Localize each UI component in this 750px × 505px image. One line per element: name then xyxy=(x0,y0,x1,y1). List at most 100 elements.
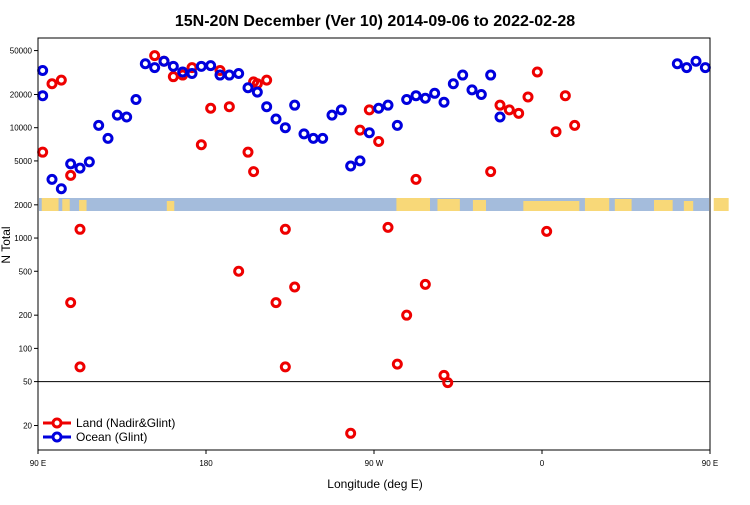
y-axis-label: N Total xyxy=(0,226,13,263)
land-point xyxy=(270,297,282,309)
ocean-point xyxy=(457,69,469,81)
x-tick-label: 0 xyxy=(540,459,545,468)
land-point xyxy=(195,139,207,151)
ocean-point xyxy=(326,109,338,121)
ocean-point xyxy=(139,58,151,70)
ocean-point xyxy=(195,60,207,72)
map-land-patch xyxy=(713,198,729,211)
land-point xyxy=(513,107,525,119)
land-point xyxy=(442,377,454,389)
land-point xyxy=(279,361,291,373)
ocean-point xyxy=(158,55,170,67)
chart-title: 15N-20N December (Ver 10) 2014-09-06 to … xyxy=(175,13,575,30)
ocean-point xyxy=(382,99,394,111)
ocean-point xyxy=(354,155,366,167)
ocean-point xyxy=(121,111,133,123)
land-point xyxy=(363,104,375,116)
ocean-point xyxy=(102,132,114,144)
land-point xyxy=(289,281,301,293)
ocean-point xyxy=(298,128,310,140)
ocean-point xyxy=(83,156,95,168)
land-point xyxy=(494,99,506,111)
land-point xyxy=(354,124,366,136)
y-tick-label: 50000 xyxy=(10,47,33,56)
land-point xyxy=(149,50,161,62)
map-land-patch xyxy=(437,199,460,211)
ocean-point xyxy=(186,67,198,79)
ocean-point xyxy=(485,69,497,81)
x-tick-label: 180 xyxy=(199,459,213,468)
map-land-patch xyxy=(396,198,430,211)
ocean-point xyxy=(373,102,385,114)
map-land-patch xyxy=(472,200,486,211)
ocean-point xyxy=(205,60,217,72)
ocean-point xyxy=(261,101,273,113)
data-points xyxy=(37,50,711,439)
land-point xyxy=(541,225,553,237)
ocean-point xyxy=(419,92,431,104)
ocean-point xyxy=(46,173,58,185)
land-point xyxy=(65,297,77,309)
ocean-point xyxy=(149,62,161,74)
ocean-point xyxy=(65,158,77,170)
world-map-strip xyxy=(39,198,729,211)
y-tick-label: 2000 xyxy=(14,201,32,210)
ocean-point xyxy=(177,66,189,78)
ocean-point xyxy=(690,55,702,67)
y-tick-label: 50 xyxy=(23,378,32,387)
ocean-point xyxy=(130,94,142,106)
land-point xyxy=(503,104,515,116)
land-point xyxy=(485,166,497,178)
ocean-point xyxy=(289,99,301,111)
ocean-point xyxy=(37,64,49,76)
ocean-point xyxy=(494,111,506,123)
x-axis-ticks: 90 E 180 90 W 0 90 E xyxy=(30,450,718,468)
land-point xyxy=(522,91,534,103)
land-point xyxy=(248,166,260,178)
x-axis-label: Longitude (deg E) xyxy=(327,477,422,491)
land-point xyxy=(559,90,571,102)
y-tick-label: 1000 xyxy=(14,234,32,243)
land-point xyxy=(419,278,431,290)
land-point xyxy=(65,169,77,181)
ocean-point xyxy=(699,62,711,74)
legend-label-land: Land (Nadir&Glint) xyxy=(76,416,175,430)
land-point xyxy=(46,78,58,90)
y-axis-ticks: 20 50 100 200 500 1000 2000 5000 10000 20000 50000 xyxy=(10,47,38,431)
legend-marker-ocean xyxy=(51,431,63,443)
map-land-patch xyxy=(62,199,70,211)
y-tick-label: 200 xyxy=(19,311,33,320)
ocean-point xyxy=(447,78,459,90)
land-point xyxy=(531,66,543,78)
ocean-point xyxy=(363,127,375,139)
land-point xyxy=(569,119,581,131)
land-point xyxy=(242,146,254,158)
y-tick-label: 5000 xyxy=(14,157,32,166)
ocean-point xyxy=(317,132,329,144)
land-point xyxy=(205,102,217,114)
land-point xyxy=(74,223,86,235)
ocean-point xyxy=(438,96,450,108)
land-point xyxy=(223,101,235,113)
ocean-point xyxy=(429,87,441,99)
ocean-point xyxy=(410,90,422,102)
legend-marker-land xyxy=(51,417,63,429)
y-tick-label: 100 xyxy=(19,344,33,353)
land-point xyxy=(167,71,179,83)
land-point xyxy=(214,64,226,76)
ocean-point xyxy=(93,119,105,131)
map-land-patch xyxy=(584,198,610,211)
land-point xyxy=(401,309,413,321)
ocean-point xyxy=(401,94,413,106)
ocean-point xyxy=(167,60,179,72)
ocean-point xyxy=(671,58,683,70)
ocean-point xyxy=(251,86,263,98)
land-point xyxy=(373,135,385,147)
map-land-patch xyxy=(166,201,175,211)
y-tick-label: 10000 xyxy=(10,124,33,133)
ocean-point xyxy=(223,69,235,81)
land-point xyxy=(279,223,291,235)
map-land-patch xyxy=(523,201,580,211)
